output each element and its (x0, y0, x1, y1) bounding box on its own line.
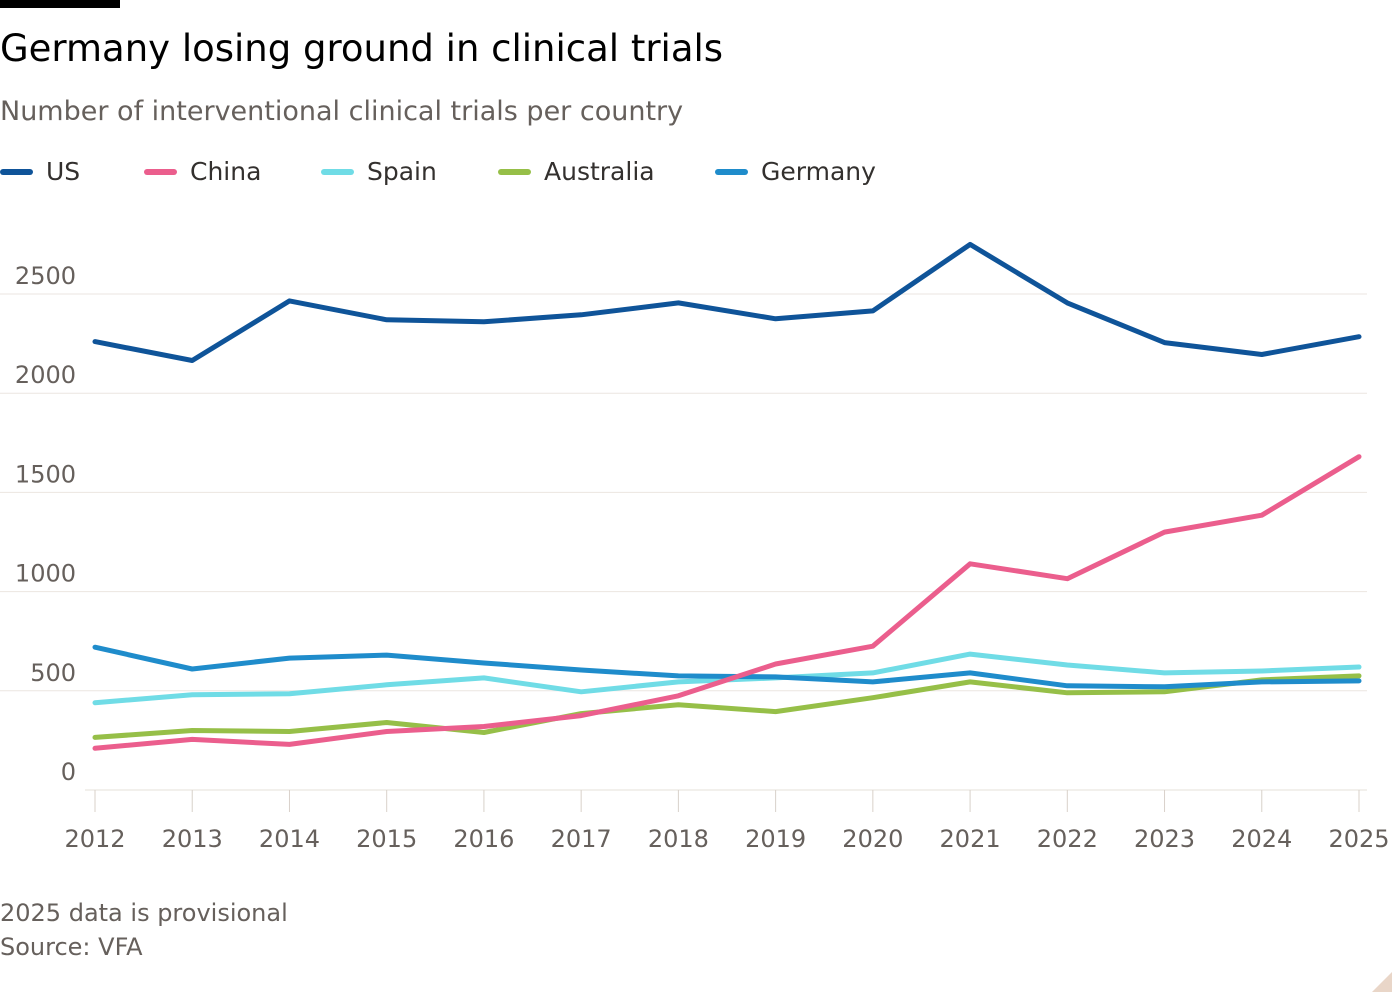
series-lines (92, 241, 1362, 751)
legend-swatch-us (0, 169, 33, 175)
x-tick-label: 2017 (551, 825, 612, 853)
legend-label-australia: Australia (544, 157, 655, 186)
series-line-us (92, 241, 1362, 363)
legend-item-spain: Spain (321, 154, 437, 190)
legend-item-australia: Australia (498, 154, 655, 190)
x-tick-label: 2014 (259, 825, 320, 853)
axes: 0 500 1000 1500 2000 2500 2012 2013 2014 2015 2016… (15, 262, 1390, 853)
y-tick-label: 2000 (15, 361, 76, 389)
corner-fold-mark (1372, 972, 1392, 992)
y-tick-label: 500 (30, 659, 76, 687)
legend-label-china: China (190, 157, 262, 186)
x-tick-label: 2015 (356, 825, 417, 853)
series-line-china (92, 454, 1362, 751)
source-note: Source: VFA (0, 933, 143, 961)
legend-label-us: US (46, 157, 81, 186)
gridlines (0, 293, 1367, 692)
y-tick-label: 1000 (15, 560, 76, 588)
x-tick-label: 2023 (1134, 825, 1195, 853)
legend-label-germany: Germany (761, 157, 876, 186)
chart-subtitle: Number of interventional clinical trials… (0, 96, 684, 127)
legend-label-spain: Spain (367, 157, 437, 186)
x-tick-label: 2012 (64, 825, 125, 853)
chart-title: Germany losing ground in clinical trials (0, 27, 724, 70)
x-tick-label: 2016 (453, 825, 514, 853)
x-tick-label: 2020 (842, 825, 903, 853)
y-tick-label: 2500 (15, 262, 76, 290)
y-tick-label: 1500 (15, 460, 76, 488)
x-tick-label: 2025 (1328, 825, 1389, 853)
legend-swatch-australia (498, 169, 531, 175)
x-tick-label: 2019 (745, 825, 806, 853)
x-tick-label: 2024 (1231, 825, 1292, 853)
x-tick-label: 2022 (1037, 825, 1098, 853)
y-tick-label: 0 (61, 758, 76, 786)
legend-item-us: US (0, 154, 80, 190)
x-tick-label: 2021 (940, 825, 1001, 853)
series-line-germany (92, 644, 1362, 690)
legend-swatch-germany (715, 169, 748, 175)
legend-item-germany: Germany (715, 154, 876, 190)
brand-top-bar (0, 0, 120, 8)
chart-legend: US China Spain Australia Germany (0, 154, 1000, 190)
legend-swatch-spain (321, 169, 354, 175)
legend-swatch-china (144, 169, 177, 175)
footnote-provisional: 2025 data is provisional (0, 899, 288, 927)
x-tick-label: 2013 (162, 825, 223, 853)
legend-item-china: China (144, 154, 261, 190)
x-tick-label: 2018 (648, 825, 709, 853)
series-line-australia (92, 673, 1362, 740)
